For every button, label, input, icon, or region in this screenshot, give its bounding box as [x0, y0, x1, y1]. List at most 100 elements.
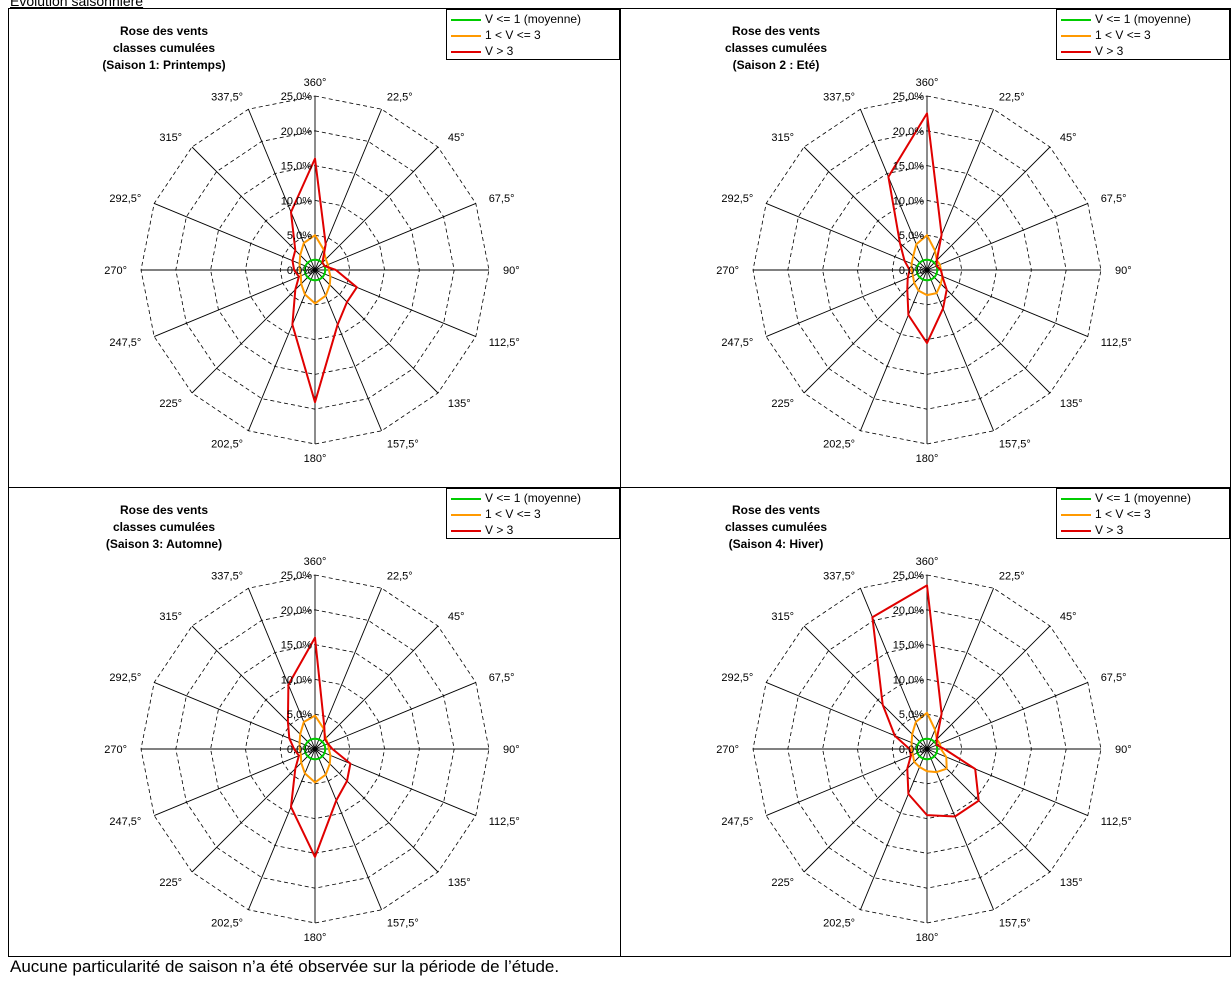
- legend-swatch: [1061, 529, 1091, 532]
- axis-spoke: [926, 269, 995, 431]
- legend-item: V > 3: [451, 43, 513, 59]
- direction-label: 67,5°: [1101, 193, 1127, 205]
- direction-label: 202,5°: [211, 439, 243, 451]
- radial-tick-label: 5,0%: [287, 230, 312, 242]
- chart-title-line: (Saison 1: Printemps): [102, 58, 226, 72]
- radial-tick-label: 15,0%: [281, 161, 312, 173]
- chart-title-line: classes cumulées: [112, 41, 216, 55]
- legend-item: V > 3: [1061, 522, 1123, 538]
- axis-spoke: [247, 269, 316, 431]
- axis-spoke: [314, 681, 476, 750]
- direction-label: 67,5°: [489, 672, 515, 684]
- direction-label: 202,5°: [211, 918, 243, 930]
- direction-label: 360°: [304, 556, 327, 568]
- legend-label: V <= 1 (moyenne): [1095, 12, 1192, 26]
- legend-item: V <= 1 (moyenne): [451, 11, 581, 27]
- axis-spoke: [154, 681, 316, 750]
- chart-title: Rose des vents classes cumulées (Saison …: [681, 23, 871, 74]
- axis-spoke: [314, 269, 383, 431]
- direction-label: 202,5°: [823, 439, 855, 451]
- grid-ring: [752, 574, 1102, 924]
- legend-label: V <= 1 (moyenne): [485, 491, 582, 505]
- legend-label: 1 < V <= 3: [485, 28, 541, 42]
- chart-title-line: classes cumulées: [724, 41, 828, 55]
- direction-label: 90°: [1115, 265, 1132, 277]
- legend-swatch: [1061, 513, 1091, 516]
- grid-ring: [140, 574, 490, 924]
- direction-label: 225°: [771, 877, 794, 889]
- direction-label: 112,5°: [1101, 816, 1132, 828]
- chart-title-line: classes cumulées: [112, 520, 216, 534]
- direction-label: 337,5°: [823, 570, 855, 582]
- axis-spoke: [766, 269, 928, 338]
- axis-spoke: [766, 681, 928, 750]
- series-line: [910, 711, 948, 774]
- axis-spoke: [926, 269, 1088, 338]
- direction-label: 157,5°: [387, 918, 419, 930]
- chart-title-line: Rose des vents: [731, 24, 821, 38]
- axis-spoke: [314, 202, 476, 271]
- direction-label: 337,5°: [823, 91, 855, 103]
- direction-label: 360°: [304, 77, 327, 89]
- series-line: [286, 636, 352, 858]
- direction-label: 157,5°: [999, 918, 1031, 930]
- page-header: Evolution saisonnière: [10, 0, 144, 9]
- axis-spoke: [154, 269, 316, 338]
- axis-spoke: [314, 748, 476, 817]
- legend-swatch: [451, 34, 481, 37]
- legend-label: 1 < V <= 3: [1095, 28, 1151, 42]
- direction-label: 67,5°: [489, 193, 515, 205]
- direction-label: 292,5°: [721, 672, 753, 684]
- direction-label: 157,5°: [387, 439, 419, 451]
- wind-rose-chart: 360° 22,5° 45° 67,5° 90° 112,5° 135° 157,5° 180°…: [716, 77, 1132, 465]
- direction-label: 315°: [771, 611, 794, 623]
- radial-tick-label: 20,0%: [893, 605, 924, 617]
- direction-label: 135°: [448, 398, 471, 410]
- series-line: [303, 737, 327, 761]
- legend-swatch: [451, 18, 481, 21]
- radial-tick-label: 5,0%: [287, 709, 312, 721]
- legend-item: V > 3: [1061, 43, 1123, 59]
- series-line: [887, 112, 948, 345]
- radial-tick-label: 25,0%: [281, 570, 312, 582]
- axis-spoke: [314, 269, 439, 394]
- direction-label: 225°: [159, 398, 182, 410]
- seasons-table: Rose des vents classes cumulées (Saison …: [8, 8, 1231, 988]
- direction-label: 180°: [304, 932, 327, 944]
- chart-title-line: (Saison 4: Hiver): [728, 537, 824, 551]
- direction-label: 45°: [1060, 611, 1077, 623]
- direction-label: 337,5°: [211, 91, 243, 103]
- direction-label: 112,5°: [1101, 337, 1132, 349]
- legend-item: V <= 1 (moyenne): [1061, 11, 1191, 27]
- axis-spoke: [314, 588, 383, 750]
- direction-label: 292,5°: [721, 193, 753, 205]
- legend-item: 1 < V <= 3: [451, 27, 541, 43]
- axis-spoke: [154, 202, 316, 271]
- chart-title: Rose des vents classes cumulées (Saison …: [681, 502, 871, 553]
- chart-legend: V <= 1 (moyenne) 1 < V <= 3 V > 3: [1056, 488, 1230, 539]
- axis-spoke: [803, 146, 928, 271]
- chart-title: Rose des vents classes cumulées (Saison …: [69, 23, 259, 74]
- direction-label: 22,5°: [387, 570, 413, 582]
- direction-label: 45°: [448, 132, 465, 144]
- legend-swatch: [451, 529, 481, 532]
- direction-label: 202,5°: [823, 918, 855, 930]
- chart-title-line: classes cumulées: [724, 520, 828, 534]
- chart-panel-summer: Rose des vents classes cumulées (Saison …: [620, 8, 1231, 488]
- direction-label: 315°: [159, 132, 182, 144]
- axis-spoke: [859, 748, 928, 910]
- legend-item: 1 < V <= 3: [1061, 506, 1151, 522]
- radial-tick-label: 0,0%: [899, 265, 924, 277]
- grid-ring: [752, 95, 1102, 445]
- chart-title-line: Rose des vents: [119, 24, 209, 38]
- direction-label: 292,5°: [109, 672, 141, 684]
- axis-spoke: [926, 625, 1051, 750]
- legend-swatch: [451, 497, 481, 500]
- direction-label: 135°: [1060, 877, 1083, 889]
- direction-label: 180°: [304, 453, 327, 465]
- legend-swatch: [1061, 18, 1091, 21]
- axis-spoke: [926, 588, 995, 750]
- direction-label: 180°: [916, 932, 939, 944]
- radial-tick-label: 10,0%: [281, 674, 312, 686]
- radial-tick-label: 0,0%: [287, 744, 312, 756]
